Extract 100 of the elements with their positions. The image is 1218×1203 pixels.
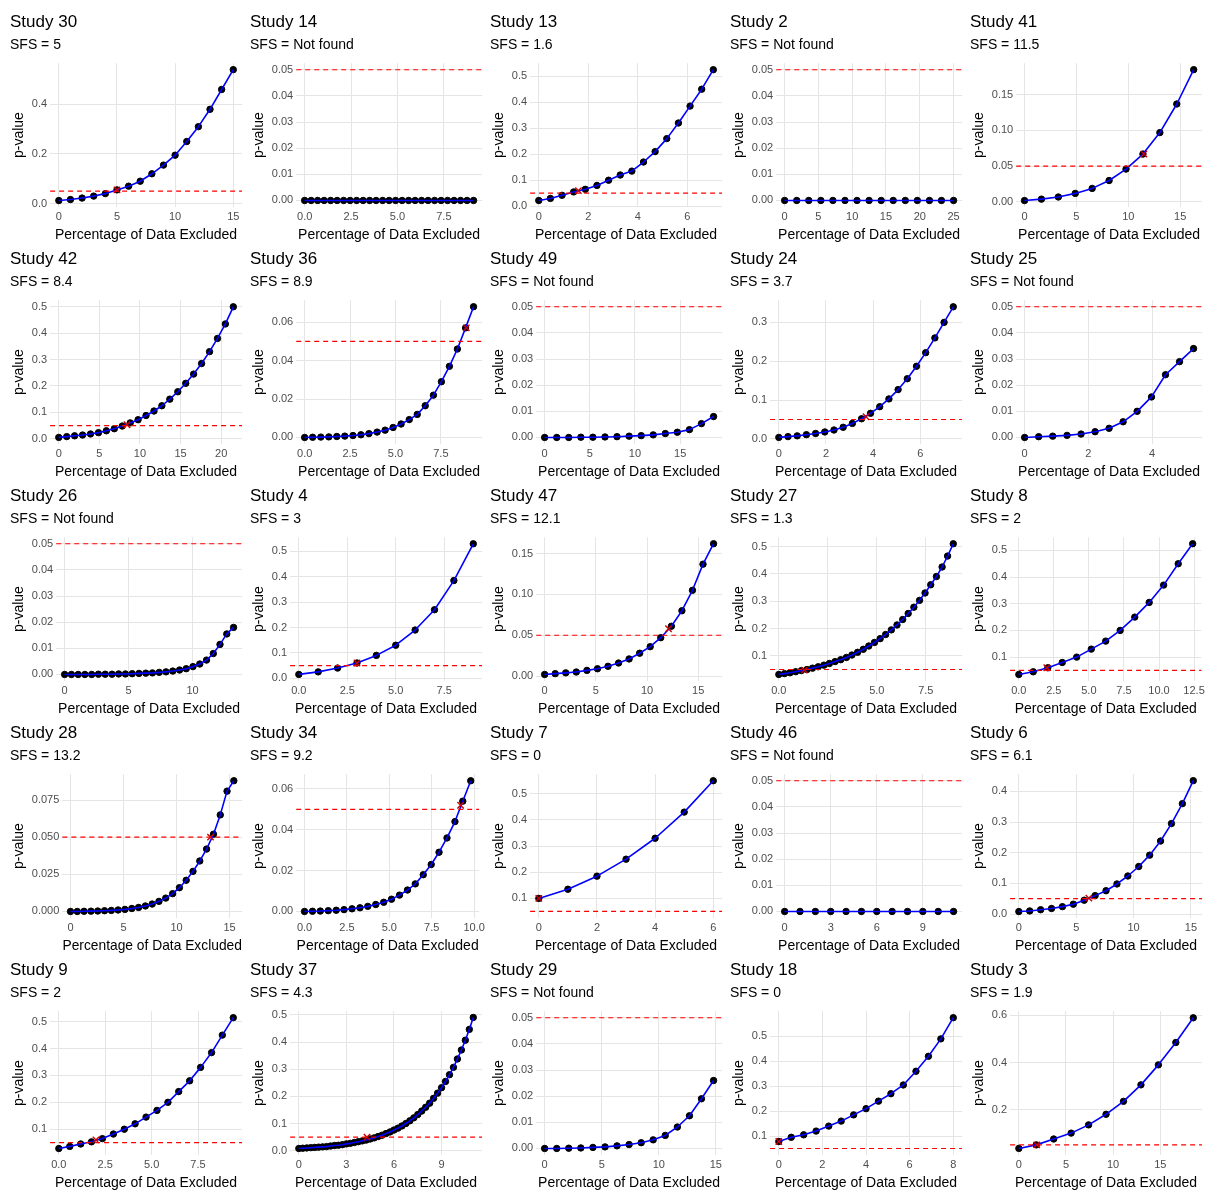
x-tick-label: 5: [1073, 920, 1080, 933]
y-tick-label: 0.0: [511, 199, 528, 212]
x-tick-label: 0: [541, 1157, 548, 1170]
x-tick-label: 10: [186, 683, 199, 696]
x-tick-label: 5: [120, 920, 127, 933]
x-tick-label: 0: [67, 920, 74, 933]
y-tick-label: 0.00: [511, 669, 534, 682]
y-tick-label: 0.06: [271, 315, 294, 328]
x-tick-label: 5: [125, 683, 132, 696]
y-tick-label: 0.5: [751, 1029, 768, 1042]
y-tick-label: 0.02: [511, 1089, 534, 1102]
y-tick-label: 0.00: [271, 430, 294, 443]
y-tick-label: 0.04: [511, 1036, 534, 1049]
x-tick-label: 2.5: [342, 446, 358, 459]
y-tick-label: 0.04: [991, 325, 1014, 338]
y-tick-label: 0.2: [511, 865, 528, 878]
chart-subtitle: SFS = 13.2: [10, 746, 81, 763]
x-tick-label: 5: [598, 1157, 605, 1170]
x-tick-label: 4: [1149, 446, 1156, 459]
x-tick-label: 2: [1085, 446, 1092, 459]
y-tick-label: 0.00: [991, 430, 1014, 443]
y-tick-label: 0.3: [31, 352, 48, 365]
y-tick-label: 0.02: [271, 141, 294, 154]
y-tick-label: 0.0: [271, 671, 288, 684]
x-tick-label: 15: [174, 446, 187, 459]
y-tick-label: 0.5: [511, 69, 528, 82]
chart-title: Study 4: [250, 485, 308, 505]
y-tick-label: 0.03: [751, 115, 774, 128]
x-axis-title: Percentage of Data Excluded: [1018, 463, 1201, 480]
x-tick-label: 5: [1062, 1157, 1070, 1170]
chart-title: Study 34: [250, 722, 318, 742]
y-axis-title: p-value: [490, 585, 507, 633]
x-axis-title: Percentage of Data Excluded: [538, 463, 721, 480]
x-tick-label: 15: [692, 683, 705, 696]
y-tick-label: 0.01: [511, 1115, 534, 1128]
x-tick-label: 6: [917, 446, 924, 459]
y-tick-label: 0.2: [991, 1102, 1008, 1115]
y-axis-title: p-value: [250, 111, 267, 159]
x-axis-title: Percentage of Data Excluded: [774, 463, 958, 480]
y-tick-label: 0.5: [31, 299, 48, 312]
chart-subtitle: SFS = Not found: [490, 272, 594, 289]
y-tick-label: 0.2: [991, 845, 1008, 858]
x-tick-label: 7.5: [190, 1157, 206, 1170]
y-tick-label: 0.03: [271, 115, 294, 128]
x-tick-label: 0: [1015, 920, 1022, 933]
x-tick-label: 10.0: [463, 920, 485, 933]
y-tick-label: 0.3: [271, 1062, 288, 1075]
x-axis-title: Percentage of Data Excluded: [54, 1174, 238, 1191]
x-tick-label: 10: [1127, 920, 1140, 933]
y-tick-label: 0.3: [271, 595, 288, 608]
chart-subtitle: SFS = 2: [970, 509, 1022, 526]
y-tick-label: 0.02: [751, 852, 774, 865]
x-tick-label: 7.5: [1116, 683, 1132, 696]
y-tick-label: 0.5: [751, 539, 768, 552]
x-tick-label: 0.0: [291, 683, 307, 696]
x-tick-label: 6: [873, 920, 880, 933]
y-tick-label: 0.05: [511, 628, 534, 641]
y-tick-label: 0.04: [751, 88, 774, 101]
chart-title: Study 28: [10, 722, 78, 742]
y-tick-label: 0.04: [271, 88, 294, 101]
y-tick-label: 0.1: [31, 405, 48, 418]
x-tick-label: 20: [913, 209, 926, 222]
y-tick-label: 0.075: [31, 793, 60, 806]
y-tick-label: 0.4: [751, 566, 768, 579]
chart-subtitle: SFS = 5: [10, 35, 62, 52]
y-axis-title: p-value: [250, 822, 267, 870]
y-tick-label: 0.2: [751, 1104, 768, 1117]
y-axis-title: p-value: [10, 1059, 27, 1107]
y-tick-label: 0.05: [991, 299, 1014, 312]
x-tick-label: 6: [710, 920, 717, 933]
x-axis-title: Percentage of Data Excluded: [534, 226, 718, 243]
y-tick-label: 0.04: [511, 325, 534, 338]
chart-subtitle: SFS = 0: [730, 983, 782, 1000]
chart-title: Study 30: [10, 11, 78, 31]
y-tick-label: 0.1: [511, 173, 528, 186]
y-axis-title: p-value: [970, 1059, 987, 1107]
chart-subtitle: SFS = Not found: [730, 746, 834, 763]
y-tick-label: 0.3: [751, 594, 768, 607]
x-tick-label: 15: [1174, 209, 1187, 222]
y-tick-label: 0.01: [751, 878, 774, 891]
x-tick-label: 10: [169, 209, 182, 222]
y-tick-label: 0.05: [751, 773, 774, 786]
x-tick-label: 15: [227, 209, 240, 222]
y-tick-label: 0.03: [991, 352, 1014, 365]
y-tick-label: 0.00: [271, 193, 294, 206]
x-tick-label: 25: [947, 209, 960, 222]
y-tick-label: 0.03: [751, 826, 774, 839]
y-tick-label: 0.03: [511, 352, 534, 365]
x-tick-label: 2.5: [820, 683, 836, 696]
y-tick-label: 0.02: [511, 378, 534, 391]
y-tick-label: 0.2: [751, 621, 768, 634]
chart-title: Study 6: [970, 722, 1028, 742]
y-tick-label: 0.050: [31, 830, 60, 843]
y-tick-label: 0.4: [31, 326, 48, 339]
y-tick-label: 0.01: [511, 404, 534, 417]
y-tick-label: 0.05: [751, 62, 774, 75]
chart-title: Study 13: [490, 11, 558, 31]
y-tick-label: 0.000: [31, 904, 60, 917]
y-axis-title: p-value: [490, 348, 507, 396]
y-tick-label: 0.2: [991, 623, 1008, 636]
